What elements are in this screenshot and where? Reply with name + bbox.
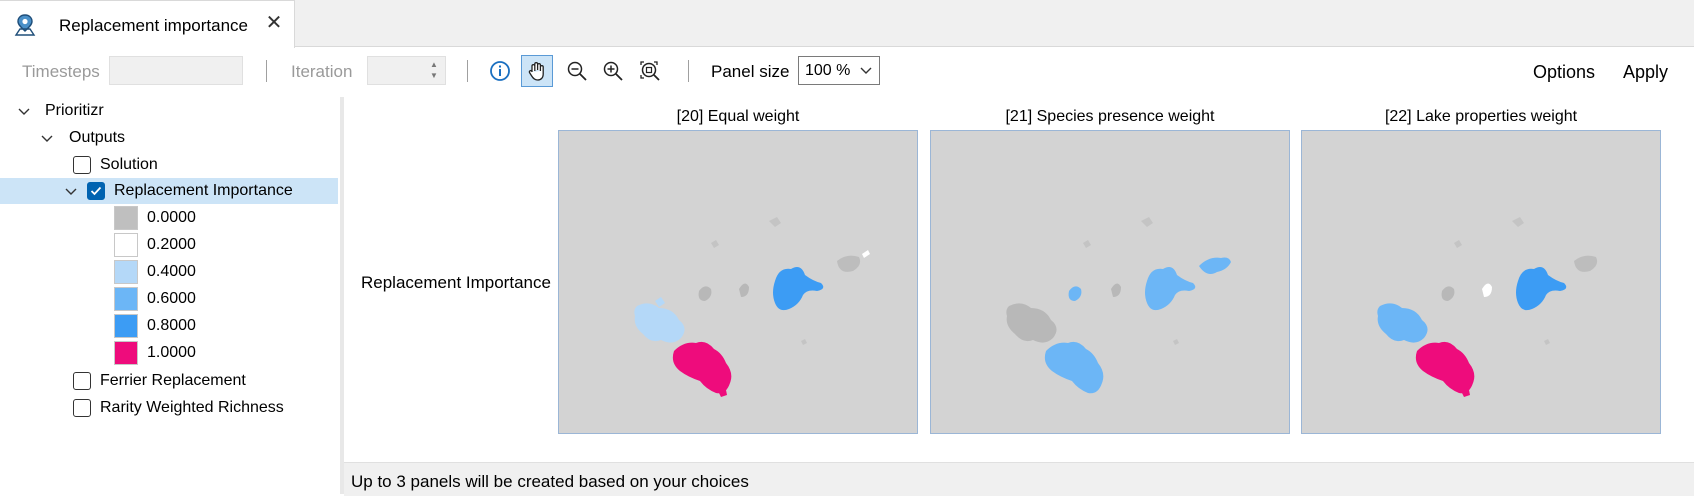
panel-title: [22] Lake properties weight bbox=[1384, 108, 1578, 125]
row-label: Replacement Importance bbox=[361, 273, 551, 292]
legend-swatch bbox=[114, 206, 138, 230]
apply-button[interactable]: Apply bbox=[1623, 62, 1669, 82]
legend-swatch bbox=[114, 233, 138, 257]
map-panel-lake-properties-weight[interactable] bbox=[1301, 130, 1661, 434]
legend-value: 0.8000 bbox=[147, 317, 196, 334]
legend-entry: 0.4000 bbox=[0, 259, 338, 285]
ferrier-replacement-checkbox[interactable] bbox=[73, 372, 91, 390]
map-panel-equal-weight[interactable] bbox=[558, 130, 918, 434]
tab-strip: Replacement importance ✕ bbox=[0, 0, 1694, 48]
splitter[interactable] bbox=[340, 97, 344, 494]
zoom-extent-icon[interactable] bbox=[634, 55, 666, 87]
status-bar: Up to 3 panels will be created based on … bbox=[344, 462, 1694, 496]
chevron-down-icon bbox=[859, 63, 873, 77]
status-text: Up to 3 panels will be created based on … bbox=[351, 472, 749, 491]
legend-swatch bbox=[114, 287, 138, 311]
map-panel-species-presence-weight[interactable] bbox=[930, 130, 1290, 434]
pan-hand-icon[interactable] bbox=[521, 55, 553, 87]
tree-item-solution[interactable]: Solution bbox=[0, 152, 338, 178]
replacement-importance-checkbox[interactable] bbox=[87, 182, 105, 200]
output-tree: Prioritizr Outputs Solution Replacement … bbox=[0, 97, 340, 494]
tree-node-label: Prioritizr bbox=[45, 102, 104, 119]
tree-item-label: Solution bbox=[100, 156, 158, 173]
chevron-down-icon[interactable] bbox=[17, 104, 31, 118]
legend-entry: 1.0000 bbox=[0, 340, 338, 366]
tree-item-replacement-importance[interactable]: Replacement Importance bbox=[0, 178, 338, 204]
panel-title: [20] Equal weight bbox=[676, 108, 800, 125]
legend-entry: 0.6000 bbox=[0, 286, 338, 312]
tree-item-label: Replacement Importance bbox=[114, 182, 293, 199]
timesteps-label: Timesteps bbox=[22, 62, 100, 81]
toolbar: Timesteps Iteration ▲ ▼ Panel size 100 % … bbox=[0, 48, 1694, 97]
tree-node-prioritizr[interactable]: Prioritizr bbox=[0, 98, 338, 124]
zoom-in-icon[interactable] bbox=[597, 55, 629, 87]
solution-checkbox[interactable] bbox=[73, 156, 91, 174]
legend-swatch bbox=[114, 314, 138, 338]
iteration-label: Iteration bbox=[291, 62, 353, 81]
checkmark-icon bbox=[90, 186, 102, 196]
chevron-down-icon[interactable] bbox=[64, 184, 78, 198]
tab-replacement-importance[interactable]: Replacement importance ✕ bbox=[0, 0, 295, 48]
legend-value: 0.2000 bbox=[147, 236, 196, 253]
tree-item-label: Ferrier Replacement bbox=[100, 372, 246, 389]
rarity-weighted-richness-checkbox[interactable] bbox=[73, 399, 91, 417]
legend-entry: 0.8000 bbox=[0, 313, 338, 339]
info-icon[interactable] bbox=[484, 55, 516, 87]
chevron-down-icon[interactable] bbox=[40, 131, 54, 145]
toolbar-separator bbox=[688, 60, 689, 82]
legend-entry: 0.0000 bbox=[0, 205, 338, 231]
legend-value: 0.0000 bbox=[147, 209, 196, 226]
toolbar-separator bbox=[467, 60, 468, 82]
spinner-arrows-icon[interactable]: ▲ ▼ bbox=[430, 60, 438, 80]
close-icon[interactable]: ✕ bbox=[265, 12, 283, 34]
tree-node-label: Outputs bbox=[69, 129, 126, 146]
tab-title: Replacement importance bbox=[59, 16, 248, 35]
legend-entry: 0.2000 bbox=[0, 232, 338, 258]
map-image bbox=[1006, 217, 1231, 394]
panel-size-label: Panel size bbox=[711, 62, 790, 81]
legend-value: 0.4000 bbox=[147, 263, 196, 280]
panel-title: [21] Species presence weight bbox=[1005, 108, 1215, 125]
zoom-out-icon[interactable] bbox=[561, 55, 593, 87]
map-image bbox=[1377, 217, 1598, 397]
iteration-stepper[interactable]: ▲ ▼ bbox=[367, 56, 446, 85]
tree-node-outputs[interactable]: Outputs bbox=[0, 125, 338, 151]
panel-size-value: 100 % bbox=[805, 62, 851, 79]
map-pin-icon bbox=[14, 13, 36, 37]
options-button[interactable]: Options bbox=[1533, 62, 1596, 82]
legend-value: 0.6000 bbox=[147, 290, 196, 307]
tree-item-label: Rarity Weighted Richness bbox=[100, 399, 284, 416]
toolbar-separator bbox=[266, 60, 267, 82]
tree-item-ferrier-replacement[interactable]: Ferrier Replacement bbox=[0, 368, 338, 394]
tree-item-rarity-weighted-richness[interactable]: Rarity Weighted Richness bbox=[0, 395, 338, 421]
legend-value: 1.0000 bbox=[147, 344, 196, 361]
map-image bbox=[634, 217, 870, 397]
legend-swatch bbox=[114, 341, 138, 365]
legend-swatch bbox=[114, 260, 138, 284]
panel-size-select[interactable]: 100 % bbox=[798, 56, 880, 85]
map-panels-area: Replacement Importance [20] Equal weight… bbox=[344, 97, 1694, 462]
timesteps-field[interactable] bbox=[109, 56, 243, 85]
